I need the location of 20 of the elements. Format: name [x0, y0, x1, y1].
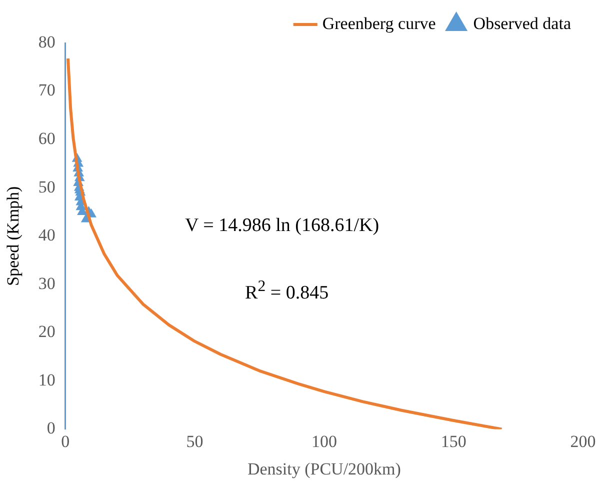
x-axis-title: Density (PCU/200km) [247, 459, 401, 478]
legend-label: Greenberg curve [322, 14, 436, 33]
x-tick-label: 50 [186, 432, 204, 451]
x-tick-label: 0 [61, 432, 70, 451]
y-tick-label: 80 [38, 32, 56, 52]
x-tick-label: 100 [311, 432, 337, 451]
x-tick-label: 200 [570, 432, 596, 451]
annotation: R$^{2}$ = 0.845 [245, 278, 329, 304]
y-tick-label: 60 [38, 129, 56, 148]
y-tick-label: 10 [38, 370, 56, 390]
y-tick-label: 70 [38, 80, 56, 100]
legend-label: Observed data [473, 14, 572, 33]
y-tick-label: 20 [38, 322, 56, 342]
y-tick-label: 0 [46, 418, 56, 438]
x-tick-label: 150 [440, 432, 466, 451]
y-tick-label: 50 [38, 177, 56, 196]
y-tick-label: 40 [38, 226, 56, 245]
y-tick-label: 30 [38, 274, 56, 293]
y-axis-title: Speed (Kmph) [4, 186, 23, 286]
annotation: V = 14.986 ln (168.61/K) [185, 215, 380, 237]
